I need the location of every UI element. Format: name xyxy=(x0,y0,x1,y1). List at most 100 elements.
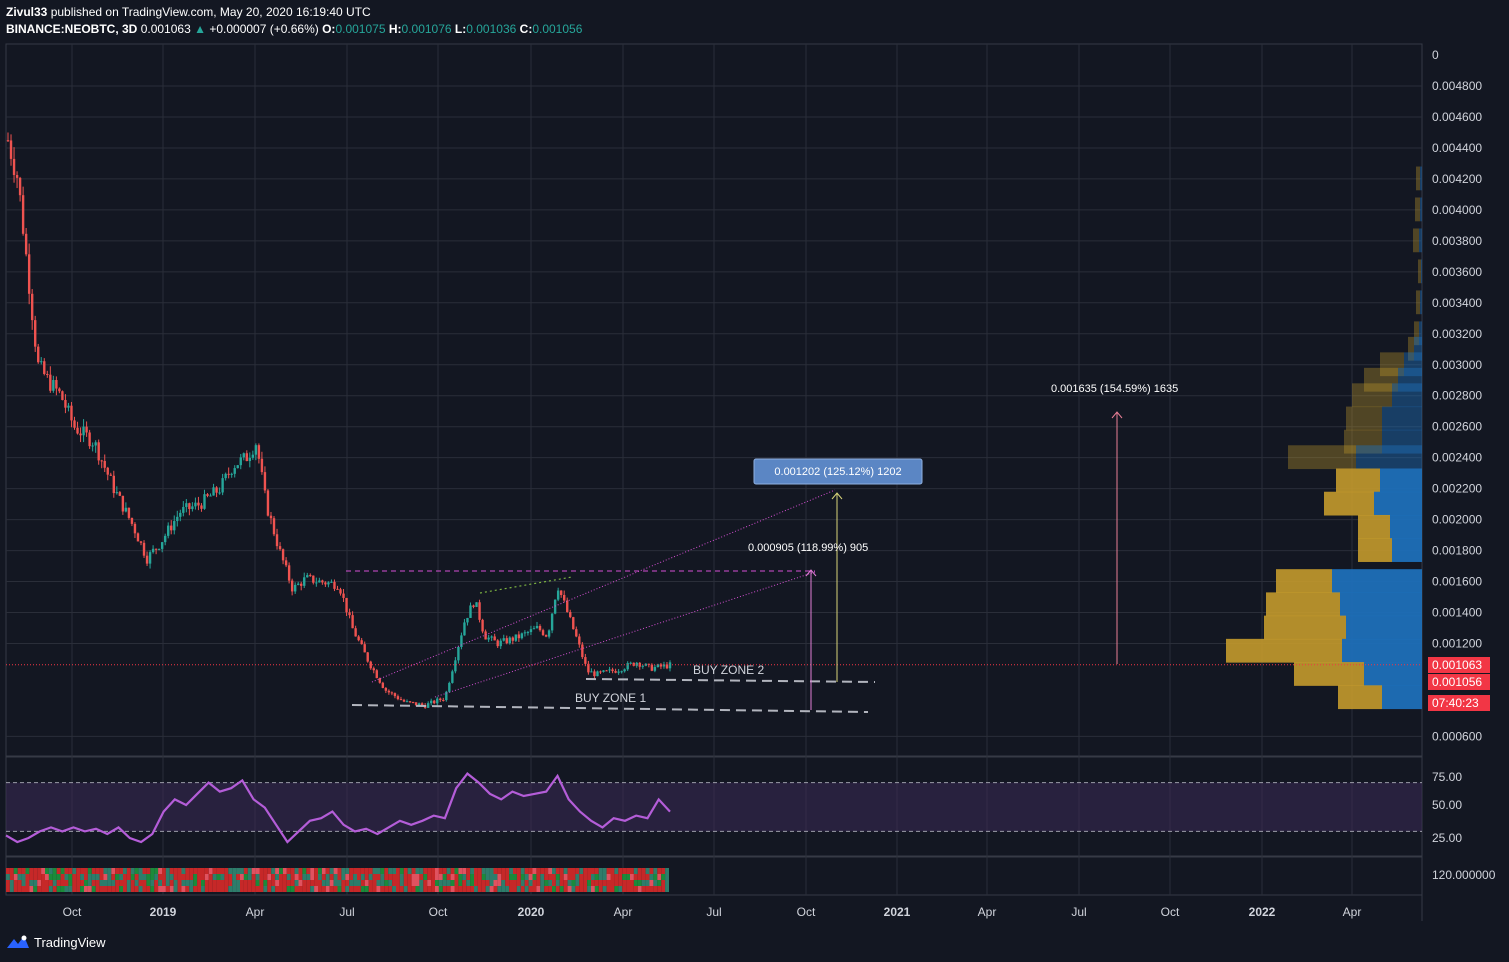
x-tick-label: 2021 xyxy=(884,905,911,919)
bottom-pane-cell xyxy=(407,874,412,880)
bottom-pane-cell xyxy=(197,874,201,880)
volume-profile-down-bar xyxy=(1416,290,1420,315)
volume-profile-down-bar xyxy=(1415,197,1420,222)
candle-body xyxy=(490,636,493,638)
bottom-pane-cell xyxy=(220,880,225,886)
bottom-pane-cell xyxy=(575,880,580,886)
volume-profile-up-bar xyxy=(1356,445,1422,470)
candle-body xyxy=(559,590,563,595)
bottom-pane-cell xyxy=(341,874,346,880)
projection-label-3: 0.001635 (154.59%) 1635 xyxy=(1051,383,1178,395)
candle-body xyxy=(641,665,644,667)
bottom-pane-cell xyxy=(72,886,77,892)
candle-body xyxy=(584,657,587,664)
bottom-pane-cell xyxy=(407,868,412,874)
bottom-pane-cell xyxy=(341,880,346,886)
candle-body xyxy=(363,644,366,653)
bottom-pane-cell xyxy=(427,874,432,880)
bottom-pane-cell xyxy=(450,868,455,874)
bottom-pane-cell xyxy=(263,886,268,892)
bottom-pane-cell xyxy=(552,874,556,880)
bottom-pane-cell xyxy=(474,868,478,874)
candle-body xyxy=(315,582,318,584)
volume-profile-up-bar xyxy=(1332,569,1422,593)
bottom-pane-cell xyxy=(130,868,135,874)
bottom-pane-cell xyxy=(477,886,482,892)
author-name[interactable]: Zivul33 xyxy=(6,5,48,19)
volume-profile-down-bar xyxy=(1416,166,1420,191)
candle-body xyxy=(209,495,212,497)
candle-body xyxy=(414,702,418,706)
bottom-pane-cell xyxy=(579,868,584,874)
candle-body xyxy=(284,560,288,566)
bottom-pane-cell xyxy=(142,868,147,874)
bottom-pane-cell xyxy=(48,886,53,892)
bottom-pane-cell xyxy=(255,868,260,874)
candle-body xyxy=(650,664,654,671)
bottom-pane-cell xyxy=(80,874,84,880)
bottom-pane-cell xyxy=(622,886,627,892)
candle-body xyxy=(526,632,530,634)
bottom-pane-cell xyxy=(423,886,428,892)
bottom-pane-cell xyxy=(224,880,229,886)
bottom-pane-cell xyxy=(33,880,38,886)
bottom-pane-cell xyxy=(91,880,96,886)
candle-body xyxy=(94,442,97,446)
volume-profile-down-bar xyxy=(1358,538,1392,562)
bottom-pane-cell xyxy=(548,880,552,886)
bottom-pane-cell xyxy=(532,874,537,880)
bottom-pane-cell xyxy=(388,886,393,892)
bottom-pane-cell xyxy=(481,868,486,874)
volume-profile-up-bar xyxy=(1346,615,1422,640)
bottom-pane-cell xyxy=(427,880,432,886)
candle-body xyxy=(242,453,245,458)
candle-body xyxy=(384,687,388,691)
bottom-pane-cell xyxy=(64,880,69,886)
bottom-pane-cell xyxy=(240,868,244,874)
candle-body xyxy=(620,671,623,673)
bottom-pane-cell xyxy=(298,868,303,874)
candle-body xyxy=(218,492,221,494)
bottom-pane-cell xyxy=(614,868,619,874)
bottom-pane-cell xyxy=(267,880,272,886)
candle-body xyxy=(239,457,242,466)
bottom-pane-cell xyxy=(119,886,123,892)
candle-body xyxy=(254,445,258,455)
bottom-pane-cell xyxy=(606,868,611,874)
candle-body xyxy=(517,634,521,639)
candle-body xyxy=(339,589,342,594)
candle-body xyxy=(97,442,100,461)
bottom-pane-cell xyxy=(579,886,584,892)
bottom-pane-cell xyxy=(528,886,533,892)
candle-body xyxy=(436,698,439,704)
bottom-pane-cell xyxy=(169,880,174,886)
bottom-pane-cell xyxy=(25,880,30,886)
bottom-pane-cell xyxy=(610,880,615,886)
bottom-pane-cell xyxy=(103,874,108,880)
bottom-pane-cell xyxy=(150,880,155,886)
bottom-pane-cell xyxy=(185,886,190,892)
y-tick-label: 0.004600 xyxy=(1432,110,1482,124)
tradingview-logo[interactable]: TradingView xyxy=(6,934,106,950)
bottom-pane-cell xyxy=(399,874,404,880)
candle-body xyxy=(429,700,433,704)
candle-body xyxy=(64,399,67,408)
bottom-pane-cell xyxy=(314,874,318,880)
bottom-pane-cell xyxy=(189,874,194,880)
candle-body xyxy=(70,405,73,421)
bottom-pane-cell xyxy=(9,874,14,880)
candle-body xyxy=(330,581,333,583)
bottom-pane-cell xyxy=(197,868,201,874)
candle-body xyxy=(508,637,511,644)
bottom-pane-cell xyxy=(598,880,603,886)
bottom-pane-cell xyxy=(162,874,166,880)
symbol-title[interactable]: BINANCE:NEOBTC, 3D xyxy=(6,22,138,36)
bottom-pane-cell xyxy=(286,886,291,892)
bottom-pane-cell xyxy=(349,880,354,886)
bottom-pane-cell xyxy=(454,874,459,880)
candle-body xyxy=(499,640,502,647)
bottom-pane-cell xyxy=(454,868,459,874)
bottom-pane-cell xyxy=(532,886,537,892)
x-tick-label: 2022 xyxy=(1249,905,1276,919)
